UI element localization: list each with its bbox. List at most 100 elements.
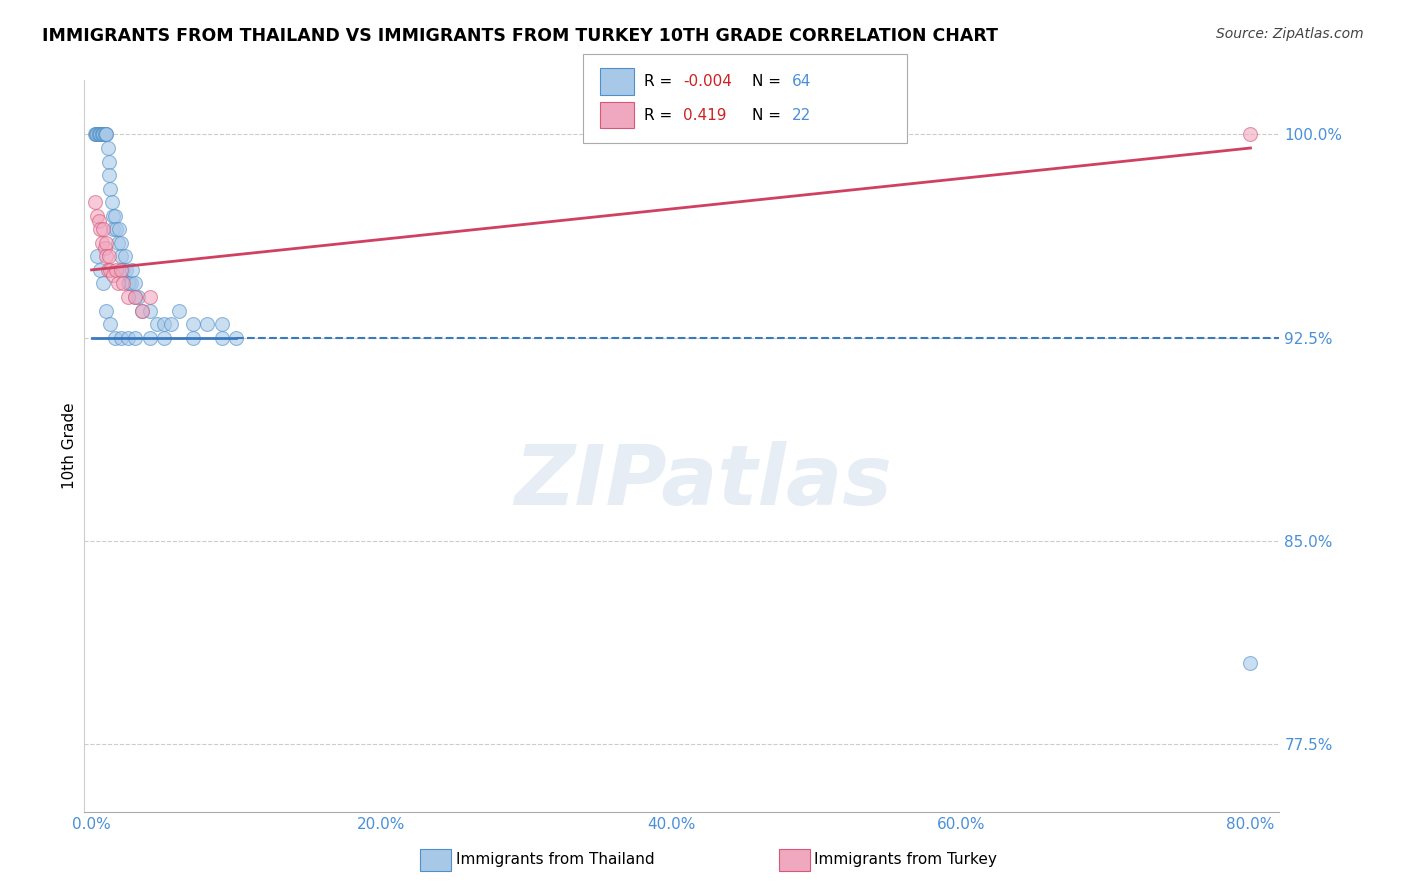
Point — [110, 235, 132, 250]
Point — [87, 128, 110, 142]
Point — [87, 214, 110, 228]
Text: R =: R = — [644, 108, 672, 122]
Point — [110, 263, 132, 277]
Point — [138, 290, 160, 304]
Point — [124, 277, 146, 291]
Point — [117, 277, 139, 291]
Point — [103, 268, 125, 283]
Point — [93, 241, 115, 255]
Point — [105, 222, 128, 236]
Point — [98, 154, 121, 169]
Text: N =: N = — [752, 74, 782, 88]
Point — [160, 317, 183, 331]
Point — [89, 128, 111, 142]
Point — [181, 317, 204, 331]
Point — [127, 290, 149, 304]
Text: IMMIGRANTS FROM THAILAND VS IMMIGRANTS FROM TURKEY 10TH GRADE CORRELATION CHART: IMMIGRANTS FROM THAILAND VS IMMIGRANTS F… — [42, 27, 998, 45]
Point — [105, 263, 128, 277]
Point — [96, 141, 118, 155]
Point — [86, 128, 108, 142]
Y-axis label: 10th Grade: 10th Grade — [62, 402, 77, 490]
Point — [94, 303, 117, 318]
Point — [110, 249, 132, 263]
Point — [121, 263, 143, 277]
Point — [167, 303, 190, 318]
Point — [91, 277, 114, 291]
Point — [89, 263, 111, 277]
Point — [94, 249, 117, 263]
Point — [100, 263, 122, 277]
Point — [138, 303, 160, 318]
Text: 64: 64 — [792, 74, 811, 88]
Point — [111, 263, 134, 277]
Point — [84, 128, 107, 142]
Point — [93, 128, 115, 142]
Text: ZIPatlas: ZIPatlas — [515, 442, 891, 522]
Point — [108, 222, 131, 236]
Point — [93, 128, 115, 142]
Point — [112, 277, 135, 291]
Point — [211, 317, 233, 331]
Point — [100, 317, 122, 331]
Point — [83, 195, 105, 210]
Point — [83, 128, 105, 142]
Point — [90, 235, 112, 250]
Point — [211, 331, 233, 345]
Point — [181, 331, 204, 345]
Text: R =: R = — [644, 74, 672, 88]
Point — [101, 195, 124, 210]
Point — [86, 249, 108, 263]
Text: -0.004: -0.004 — [683, 74, 733, 88]
Point — [86, 209, 108, 223]
Point — [96, 263, 118, 277]
Point — [114, 249, 136, 263]
Point — [89, 128, 111, 142]
Point — [90, 128, 112, 142]
Point — [146, 317, 169, 331]
Point — [107, 235, 129, 250]
Point — [153, 317, 176, 331]
Point — [1239, 128, 1261, 142]
Point — [90, 128, 112, 142]
Point — [103, 209, 125, 223]
Point — [94, 235, 117, 250]
Point — [94, 128, 117, 142]
Point — [100, 181, 122, 195]
Point — [103, 222, 125, 236]
Point — [124, 331, 146, 345]
Point — [87, 128, 110, 142]
Point — [112, 263, 135, 277]
Point — [110, 331, 132, 345]
Point — [91, 222, 114, 236]
Point — [84, 128, 107, 142]
Point — [117, 331, 139, 345]
Point — [107, 277, 129, 291]
Point — [124, 290, 146, 304]
Point — [89, 222, 111, 236]
Point — [117, 290, 139, 304]
Point — [124, 290, 146, 304]
Point — [225, 331, 247, 345]
Point — [115, 263, 138, 277]
Point — [104, 331, 127, 345]
Point — [91, 128, 114, 142]
Point — [104, 209, 127, 223]
Text: 0.419: 0.419 — [683, 108, 727, 122]
Text: 22: 22 — [792, 108, 811, 122]
Text: N =: N = — [752, 108, 782, 122]
Text: Source: ZipAtlas.com: Source: ZipAtlas.com — [1216, 27, 1364, 41]
Point — [197, 317, 219, 331]
Point — [118, 277, 141, 291]
Point — [91, 128, 114, 142]
Point — [1239, 656, 1261, 670]
Point — [131, 303, 153, 318]
Text: Immigrants from Turkey: Immigrants from Turkey — [814, 853, 997, 867]
Point — [94, 128, 117, 142]
Point — [98, 249, 121, 263]
Point — [153, 331, 176, 345]
Point — [138, 331, 160, 345]
Point — [98, 168, 121, 182]
Point — [131, 303, 153, 318]
Text: Immigrants from Thailand: Immigrants from Thailand — [456, 853, 654, 867]
Point — [120, 277, 142, 291]
